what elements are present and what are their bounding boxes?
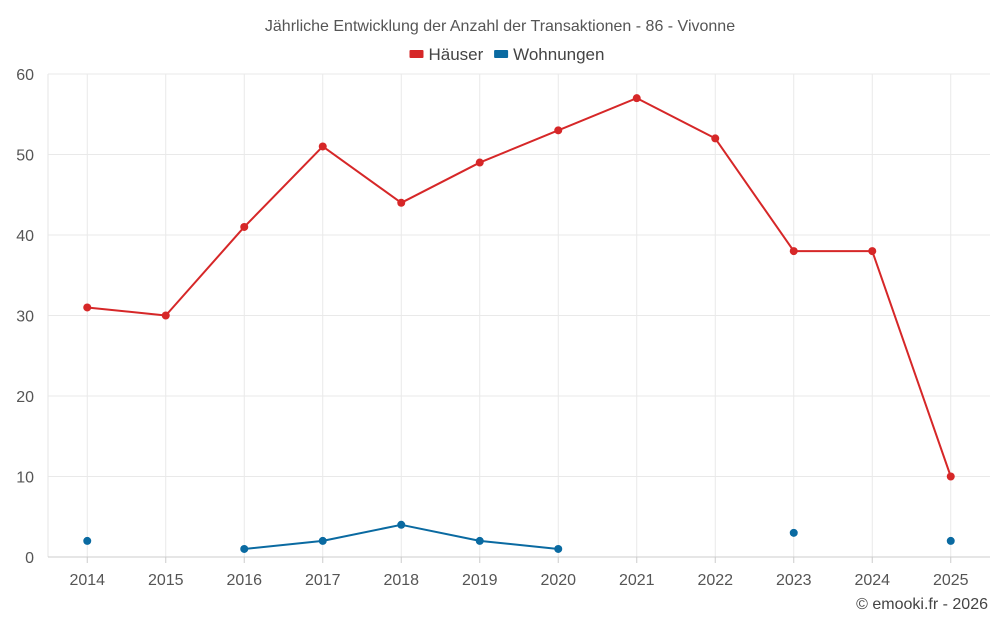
legend-item: Wohnungen [494, 45, 604, 64]
data-point [789, 528, 798, 537]
series-layer [83, 94, 955, 553]
series-line [87, 97, 952, 477]
data-point [789, 247, 798, 256]
data-point [83, 303, 92, 312]
credit-label: © emooki.fr - 2026 [856, 596, 988, 613]
y-tick-label: 10 [16, 470, 34, 487]
x-tick-label: 2021 [619, 572, 655, 589]
data-point [475, 536, 484, 545]
data-point [475, 158, 484, 167]
y-tick-label: 60 [16, 67, 34, 84]
data-point [83, 536, 92, 545]
series-1 [83, 520, 955, 553]
data-point [318, 142, 327, 151]
data-point [946, 536, 955, 545]
data-point [554, 544, 563, 553]
data-point [554, 126, 563, 135]
y-tick-label: 40 [16, 228, 34, 245]
data-point [946, 472, 955, 481]
legend-label: Wohnungen [513, 45, 604, 64]
x-tick-label: 2016 [226, 572, 262, 589]
data-point [711, 134, 720, 143]
data-point [868, 247, 877, 256]
x-tick-label: 2020 [540, 572, 576, 589]
x-tick-label: 2022 [697, 572, 733, 589]
x-tick-label: 2018 [383, 572, 419, 589]
legend-item: Häuser [409, 45, 484, 64]
y-tick-label: 0 [25, 550, 34, 567]
x-tick-label: 2024 [854, 572, 890, 589]
data-point [318, 536, 327, 545]
data-point [632, 94, 641, 103]
data-point [161, 311, 170, 320]
legend-swatch [494, 50, 509, 58]
legend-swatch [409, 50, 424, 58]
series-0 [83, 94, 955, 481]
axes: 0 10 20 30 40 50 60 2014 2015 2016 2017 2018 2019 202… [16, 67, 990, 589]
x-tick-label: 2023 [776, 572, 812, 589]
chart-title: Jährliche Entwicklung der Anzahl der Tra… [265, 18, 735, 35]
x-tick-label: 2017 [305, 572, 341, 589]
x-tick-label: 2019 [462, 572, 498, 589]
grid [48, 73, 990, 557]
y-tick-label: 50 [16, 148, 34, 165]
x-tick-label: 2015 [148, 572, 184, 589]
legend: Häuser Wohnungen [409, 45, 604, 64]
legend-label: Häuser [429, 45, 484, 64]
data-point [397, 520, 406, 529]
y-tick-label: 30 [16, 309, 34, 326]
data-point [240, 544, 249, 553]
data-point [397, 198, 406, 207]
data-point [240, 222, 249, 231]
x-tick-label: 2025 [933, 572, 969, 589]
x-tick-label: 2014 [69, 572, 105, 589]
y-tick-label: 20 [16, 389, 34, 406]
